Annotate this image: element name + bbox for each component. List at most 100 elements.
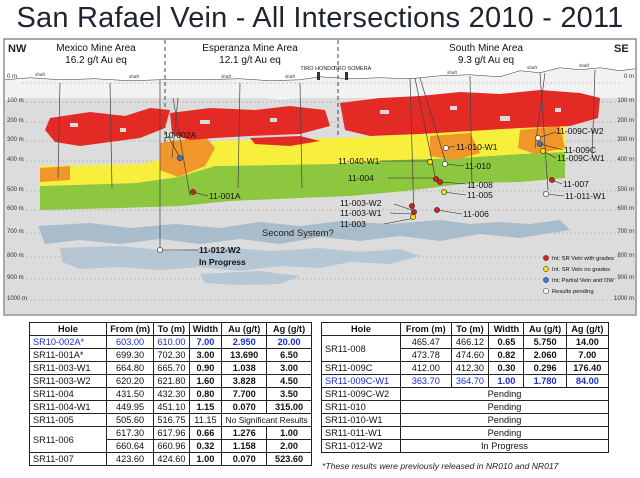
footnote: *These results were previously released … [322,461,559,471]
depth-label: 1000 m [7,296,27,302]
shaft-label: shaft [285,74,296,79]
hole-label: 11-004 [348,173,374,183]
area-mexico-name: Mexico Mine Area [56,43,136,54]
shaft-label: shaft [129,74,140,79]
depth-label-right: 800 m [617,253,634,259]
nw-label: NW [8,43,27,55]
cell-hole: SR11-003-W2 [29,374,107,388]
hole-label: 11-003-W1 [340,208,382,218]
cell-hole: SR10-002A* [29,335,107,349]
cell-au: 0.070 [221,452,268,466]
cell-to: 610.00 [153,335,190,349]
cell-width: 7.00 [188,335,223,349]
table-row: SR11-003-W1 664.80 665.70 0.90 1.038 3.0… [29,361,312,375]
cell-to: 702.30 [153,348,190,362]
cell-au: 2.950 [221,335,268,349]
area-mexico-grade: 16.2 g/t Au eq [65,55,127,66]
table-row: SR11-006 617.30 617.96 0.66 1.276 1.00 [29,426,312,453]
hole-label: 11-009C [564,145,596,155]
hole-label: 11-010-W1 [456,142,498,152]
cell-width: 3.00 [188,348,223,362]
col-header: Au (g/t) [221,322,268,336]
hole-label: 11-007 [563,179,589,189]
cell-width: 0.90 [188,361,223,375]
col-header: To (m) [153,322,190,336]
cell-width: 0.66 [188,426,223,440]
depth-label-right: 900 m [617,275,634,281]
depth-label: 200 m [7,118,24,124]
col-header: Au (g/t) [523,322,567,336]
cell-width: 0.80 [188,387,223,401]
depth-label-right: 700 m [617,229,634,235]
results-table-left: Hole From (m) To (m) Width Au (g/t) Ag (… [29,322,312,466]
col-header: From (m) [400,322,452,336]
col-header: To (m) [450,322,490,336]
in-progress-label: In Progress [199,257,246,267]
depth-label: 800 m [7,253,24,259]
cell-hole: SR11-009C-W2 [321,387,401,401]
depth-label-right: 400 m [617,157,634,163]
depth-label: 600 m [7,206,24,212]
cell-hole: SR11-012-W2 [321,439,401,453]
cell-from: 664.80 [105,361,155,375]
table-row: SR11-012-W2 In Progress [321,439,609,453]
legend-label: Results pending [552,289,594,295]
cell-to: 466.12 [450,335,490,349]
hole-label: 11-003-W2 [340,198,382,208]
cell-note: No Significant Results [221,413,312,427]
cell-au: 2.060 [523,348,567,362]
depth-label: 300 m [7,137,24,143]
cell-to: 516.75 [153,413,190,427]
table-row: SR11-010 Pending [321,400,609,414]
cell-to: 660.96 [153,439,190,453]
cell-ag: 84.00 [565,374,610,388]
cell-status: Pending [400,387,609,401]
table-row: SR11-009C-W1 363.70 364.70 1.00 1.780 84… [321,374,610,388]
cell-ag: 3.50 [266,387,312,401]
table-row: SR11-007 423.60 424.60 1.00 0.070 523.60 [29,452,312,466]
cell-from: 660.64 [105,439,155,453]
table-row: SR11-003-W2 620.20 621.80 1.60 3.828 4.5… [29,374,312,388]
cell-width: 0.30 [488,361,525,375]
se-label: SE [614,43,629,55]
cell-status: Pending [400,426,609,440]
table-row: SR11-001A* 699.30 702.30 3.00 13.690 6.5… [29,348,312,362]
cell-width: 1.00 [188,452,223,466]
depth-label-right: 1000 m [614,296,634,302]
table-row: SR11-004 431.50 432.30 0.80 7.700 3.50 [29,387,312,401]
hole-label: 11-003 [340,219,366,229]
depth-label: 700 m [7,229,24,235]
cell-ag: 315.00 [266,400,312,414]
cell-from: 465.47 [400,335,452,349]
hole-label: 11-011-W1 [565,191,606,201]
cell-from: 699.30 [105,348,155,362]
hole-label: 11-040-W1 [338,156,380,166]
cell-au: 0.070 [221,400,268,414]
cell-status: Pending [400,413,609,427]
cell-hole: SR11-006 [29,426,107,453]
long-section-diagram: NW SE Mexico Mine Area 16.2 g/t Au eq Es… [0,38,640,316]
shaft-label: shaft [35,72,46,77]
cell-from: 449.95 [105,400,155,414]
second-system-label: Second System? [262,228,334,239]
cell-ag: 3.00 [266,361,312,375]
cell-hole: SR11-010 [321,400,401,414]
legend-label: Int. Partial Vein and OW [552,278,614,284]
cell-to: 621.80 [153,374,190,388]
cell-to: 424.60 [153,452,190,466]
cell-to: 364.70 [450,374,490,388]
hole-label: 11-008 [467,180,493,190]
cell-width: 0.82 [488,348,525,362]
cell-hole: SR11-008 [321,335,401,362]
cell-au: 7.700 [221,387,268,401]
hole-label: 11-012-W2 [199,245,241,255]
cell-to: 617.96 [153,426,190,440]
table-row: 473.78 474.60 0.82 2.060 7.00 [322,348,610,362]
area-esperanza-grade: 12.1 g/t Au eq [219,55,281,66]
legend-label: Int. SR Vein with grades [552,256,614,262]
cell-hole: SR11-010-W1 [321,413,401,427]
table-row: SR11-004-W1 449.95 451.10 1.15 0.070 315… [29,400,312,414]
table-row: SR11-005 505.60 516.75 11.15 No Signific… [29,413,312,427]
depth-label: 900 m [7,275,24,281]
cell-from: 603.00 [105,335,155,349]
